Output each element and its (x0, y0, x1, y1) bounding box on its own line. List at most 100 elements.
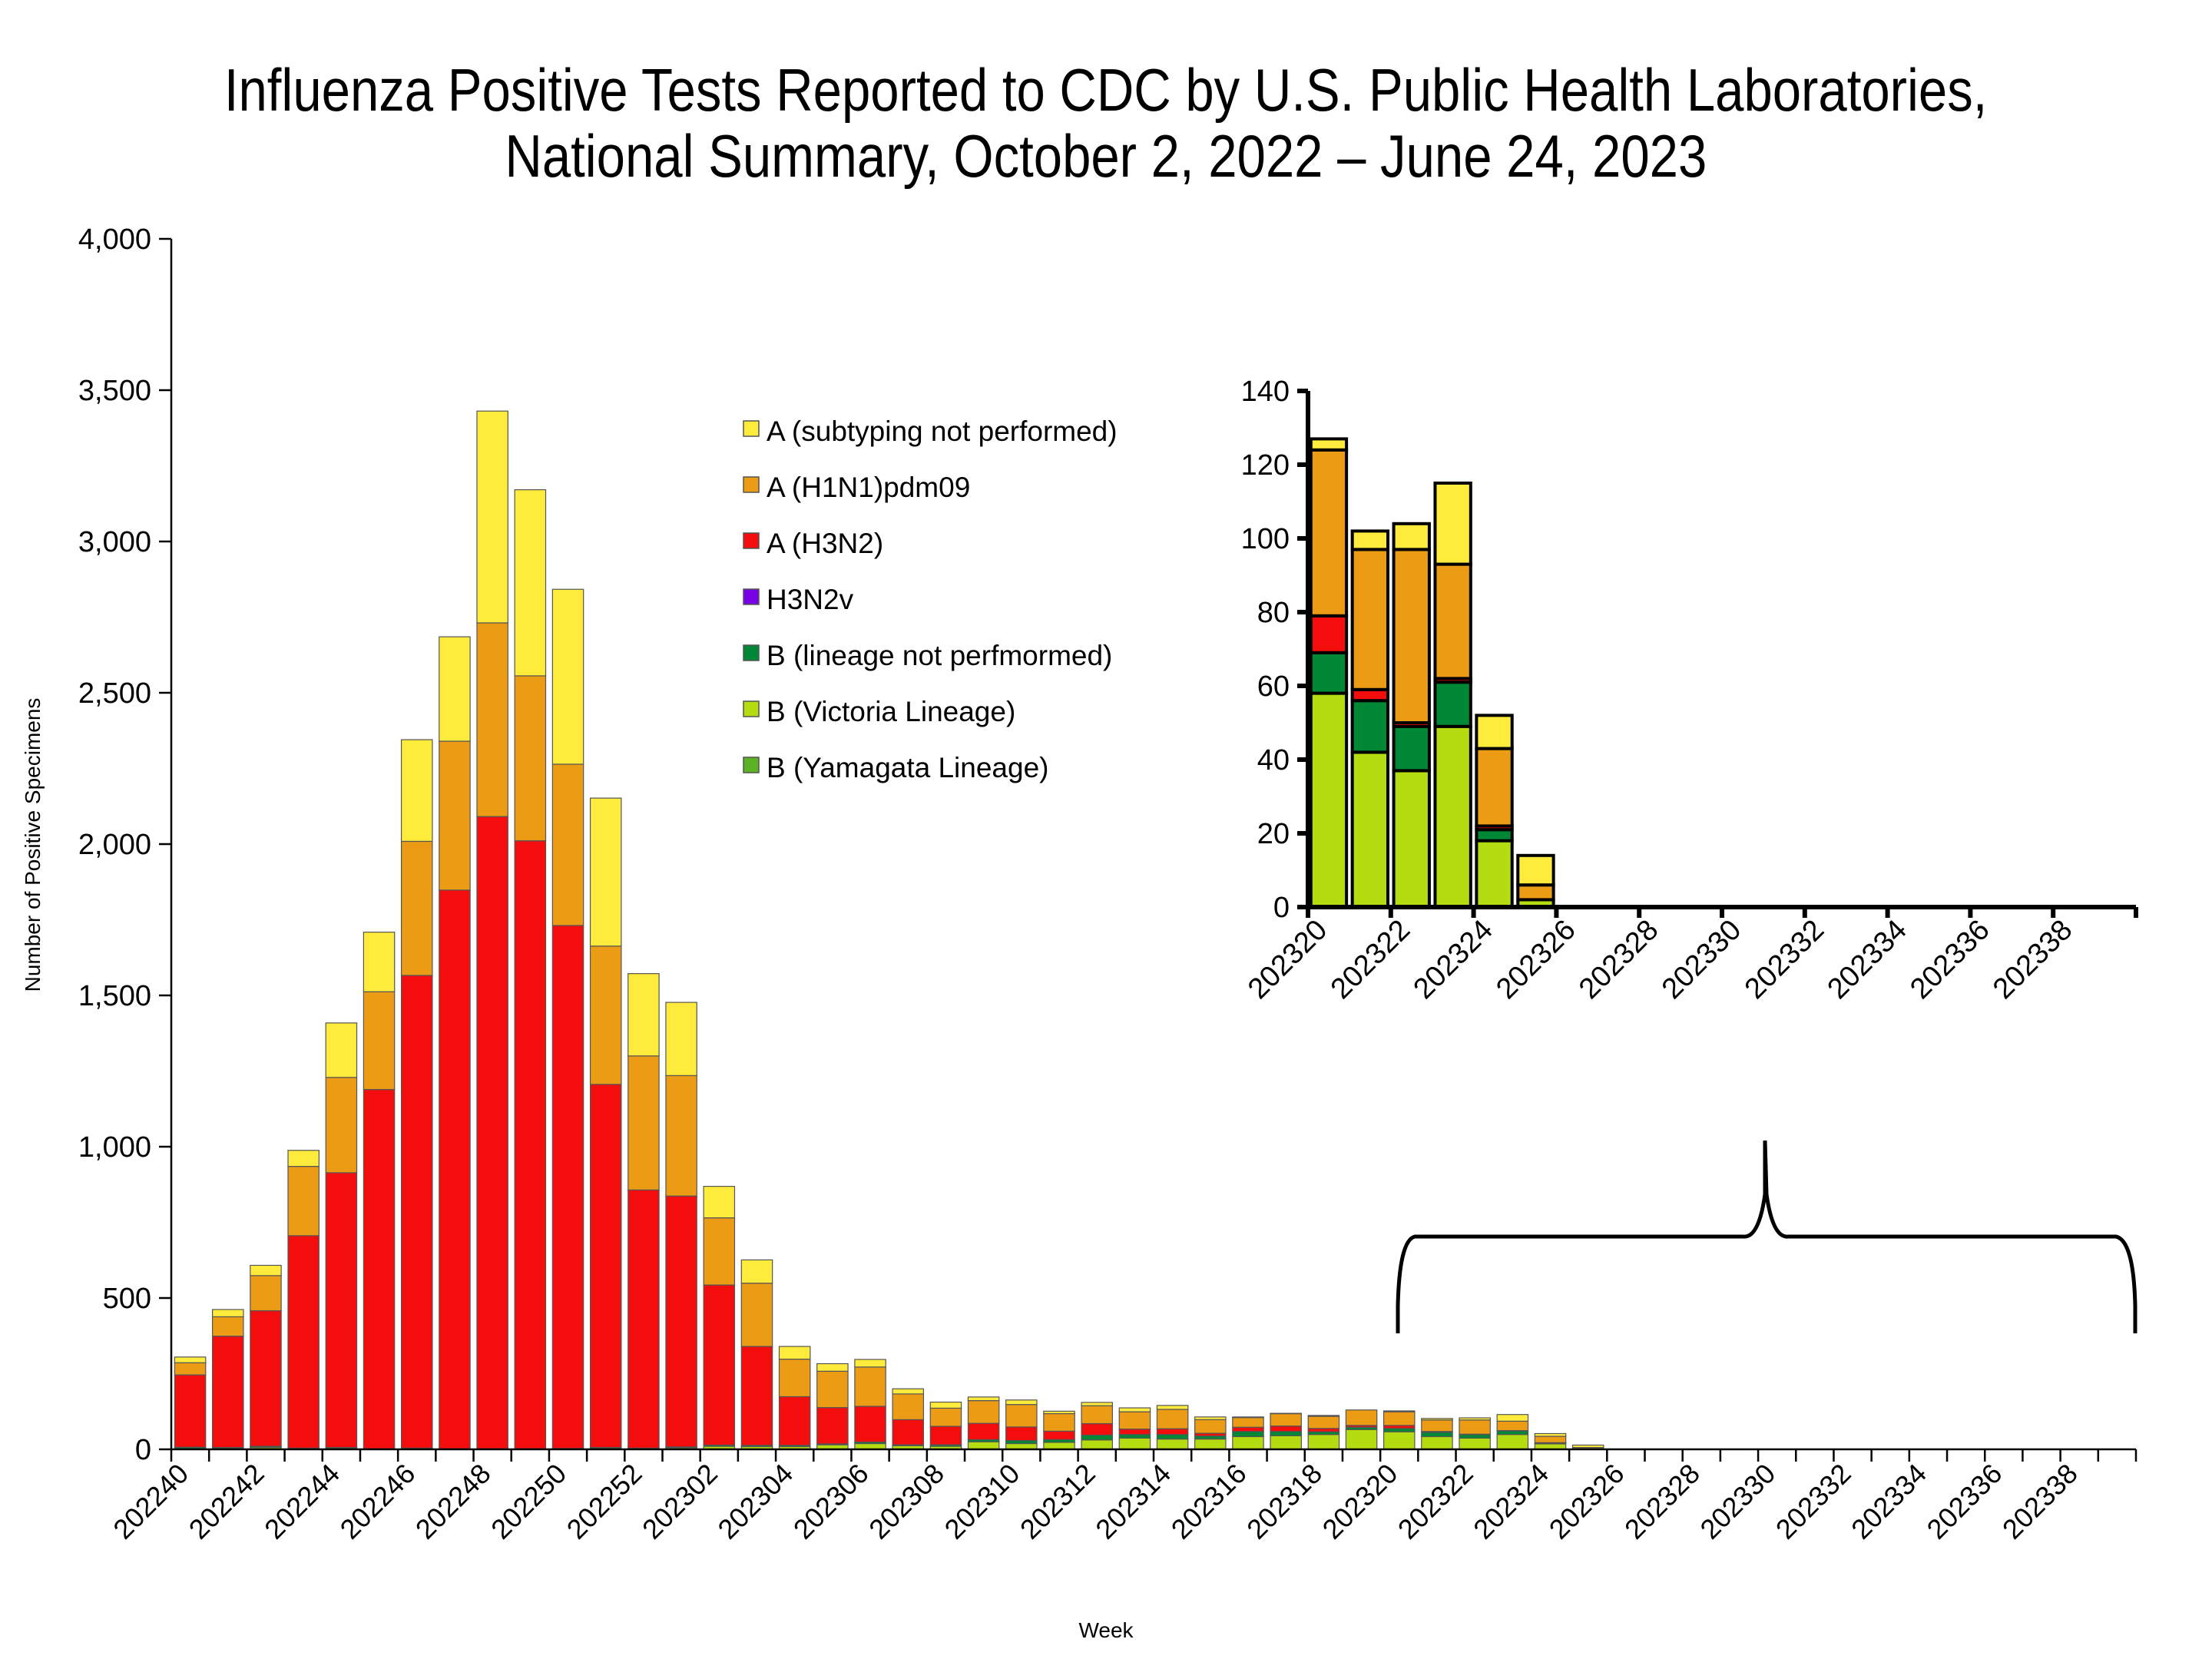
inset-x-tick-label: 202322 (1325, 914, 1416, 1005)
legend-swatch-h3n2v (743, 588, 760, 605)
bar-a-h1n1-pdm09-202323 (1496, 1420, 1529, 1432)
bar-a-h1n1-pdm09-202324 (1475, 747, 1514, 828)
legend-label-h3n2v: H3N2v (767, 584, 854, 615)
bar-a-subtyping-not-performed-202241 (212, 1309, 244, 1318)
legend-label-b-victoria-lineage: B (Victoria Lineage) (767, 696, 1015, 727)
bar-a-h1n1-pdm09-202244 (325, 1077, 358, 1174)
bar-a-h1n1-pdm09-202307 (892, 1393, 925, 1420)
chart-title-line-1: Influenza Positive Tests Reported to CDC… (0, 55, 2212, 125)
bar-a-subtyping-not-performed-202251 (589, 797, 622, 947)
bar-b-victoria-lineage-202323 (1496, 1434, 1529, 1450)
bar-a-h3n2-202245 (363, 1088, 396, 1449)
bar-a-h3n2-202310 (1005, 1426, 1038, 1442)
bar-a-h3n2-202244 (325, 1172, 358, 1449)
bar-a-h3n2-202248 (476, 816, 508, 1449)
bar-a-subtyping-not-performed-202249 (514, 489, 547, 677)
bar-a-h1n1-pdm09-202242 (250, 1275, 282, 1312)
bar-a-h3n2-202302 (703, 1284, 736, 1446)
bar-b-victoria-lineage-202314 (1156, 1438, 1189, 1450)
bar-a-h1n1-pdm09-202306 (854, 1366, 886, 1407)
inset-y-tick-label: 40 (1257, 744, 1290, 777)
inset-x-tick-label: 202336 (1904, 914, 1995, 1005)
bar-a-h3n2-202251 (589, 1084, 622, 1449)
bar-a-h3n2-202303 (740, 1346, 773, 1446)
main-x-tick-label: 202240 (107, 1458, 194, 1545)
bar-a-h1n1-pdm09-202316 (1232, 1417, 1264, 1428)
bar-b-lineage-not-perfmormed-202313 (1118, 1434, 1151, 1439)
bar-a-subtyping-not-performed-202246 (400, 739, 433, 843)
main-x-tick-label: 202318 (1240, 1458, 1328, 1545)
bar-a-subtyping-not-performed-202308 (929, 1401, 962, 1409)
bar-a-h1n1-pdm09-202314 (1156, 1409, 1189, 1429)
bar-a-subtyping-not-performed-202252 (628, 973, 660, 1057)
bar-a-subtyping-not-performed-202322 (1392, 522, 1431, 551)
bar-a-h1n1-pdm09-202310 (1005, 1404, 1038, 1428)
legend: A (subtyping not performed) A (H1N1)pdm09… (743, 416, 1118, 783)
bar-a-subtyping-not-performed-202314 (1156, 1405, 1189, 1410)
bar-a-h3n2-202240 (174, 1374, 207, 1448)
inset-y-tick-label: 0 (1273, 892, 1290, 924)
inset-x-tick-label: 202328 (1573, 914, 1664, 1005)
inset-x-tick-label: 202330 (1656, 914, 1747, 1005)
bar-a-h3n2-202309 (967, 1422, 1000, 1440)
bar-b-victoria-lineage-202319 (1345, 1429, 1378, 1450)
bar-a-h3n2-202246 (400, 975, 433, 1449)
main-x-tick-label: 202334 (1845, 1458, 1932, 1545)
main-y-tick-label: 3,500 (78, 375, 151, 407)
bar-a-subtyping-not-performed-202324 (1534, 1432, 1567, 1437)
bar-b-victoria-lineage-202321 (1350, 750, 1390, 909)
bar-a-subtyping-not-performed-202324 (1475, 714, 1514, 750)
bar-a-subtyping-not-performed-202325 (1571, 1444, 1604, 1449)
bar-a-subtyping-not-performed-202302 (703, 1186, 736, 1219)
bar-b-victoria-lineage-202312 (1081, 1439, 1113, 1450)
main-x-tick-label: 202310 (939, 1458, 1026, 1545)
bar-a-subtyping-not-performed-202323 (1496, 1414, 1529, 1422)
main-x-tick-label: 202312 (1014, 1458, 1101, 1545)
legend-label-a-h1n1-pdm09: A (H1N1)pdm09 (767, 472, 970, 503)
main-x-tick-label: 202304 (711, 1458, 799, 1545)
bar-a-subtyping-not-performed-202242 (250, 1264, 282, 1277)
bar-b-victoria-lineage-202309 (967, 1441, 1000, 1450)
bar-b-victoria-lineage-202320 (1382, 1431, 1416, 1450)
bar-a-subtyping-not-performed-202248 (476, 410, 508, 624)
bar-a-subtyping-not-performed-202307 (892, 1388, 925, 1395)
bar-a-h1n1-pdm09-202320 (1382, 1411, 1416, 1426)
bar-a-h3n2-202306 (854, 1406, 886, 1443)
bar-a-h3n2-202249 (514, 840, 547, 1449)
bar-a-h1n1-pdm09-202305 (816, 1370, 849, 1409)
bar-a-h1n1-pdm09-202315 (1194, 1419, 1227, 1434)
main-x-tick-label: 202332 (1770, 1458, 1857, 1545)
bar-b-lineage-not-perfmormed-202314 (1156, 1434, 1189, 1440)
inset-x-tick-label: 202334 (1821, 914, 1912, 1005)
chart-title-text-1: Influenza Positive Tests Reported to CDC… (224, 56, 1988, 124)
main-y-tick-label: 1,000 (78, 1131, 151, 1164)
main-y-tick-label: 4,000 (78, 224, 151, 256)
bar-a-subtyping-not-performed-202247 (439, 636, 471, 742)
bar-a-h1n1-pdm09-202319 (1345, 1409, 1378, 1426)
bar-a-h1n1-pdm09-202318 (1307, 1416, 1340, 1429)
bar-b-lineage-not-perfmormed-202323 (1496, 1430, 1529, 1435)
bar-a-subtyping-not-performed-202316 (1232, 1416, 1264, 1419)
bar-a-h3n2-202321 (1350, 687, 1390, 703)
bar-a-h3n2-202318 (1307, 1428, 1340, 1432)
bar-b-lineage-not-perfmormed-202324 (1475, 828, 1514, 843)
main-x-tick-label: 202330 (1694, 1458, 1781, 1545)
bar-a-h1n1-pdm09-202303 (740, 1283, 773, 1347)
bar-a-h3n2-202247 (439, 889, 471, 1449)
bar-a-h3n2-202305 (816, 1407, 849, 1445)
bar-b-victoria-lineage-202311 (1043, 1442, 1075, 1450)
bar-b-victoria-lineage-202313 (1118, 1437, 1151, 1450)
bar-b-lineage-not-perfmormed-202320 (1382, 1428, 1416, 1432)
bar-a-h1n1-pdm09-202321 (1421, 1419, 1453, 1432)
bar-a-h1n1-pdm09-202308 (929, 1407, 962, 1427)
bar-a-subtyping-not-performed-202317 (1270, 1412, 1302, 1415)
main-x-tick-label: 202242 (183, 1458, 270, 1545)
bar-a-subtyping-not-performed-202321 (1421, 1418, 1453, 1421)
main-x-tick-label: 202244 (258, 1458, 346, 1545)
bar-a-h3n2-202241 (212, 1336, 244, 1449)
bar-a-subtyping-not-performed-202321 (1350, 529, 1390, 551)
bar-a-h1n1-pdm09-202240 (174, 1362, 207, 1376)
bar-a-h1n1-pdm09-202312 (1081, 1405, 1113, 1425)
bar-b-lineage-not-perfmormed-202321 (1350, 699, 1390, 754)
legend-swatch-a-h1n1-pdm09 (743, 476, 760, 493)
